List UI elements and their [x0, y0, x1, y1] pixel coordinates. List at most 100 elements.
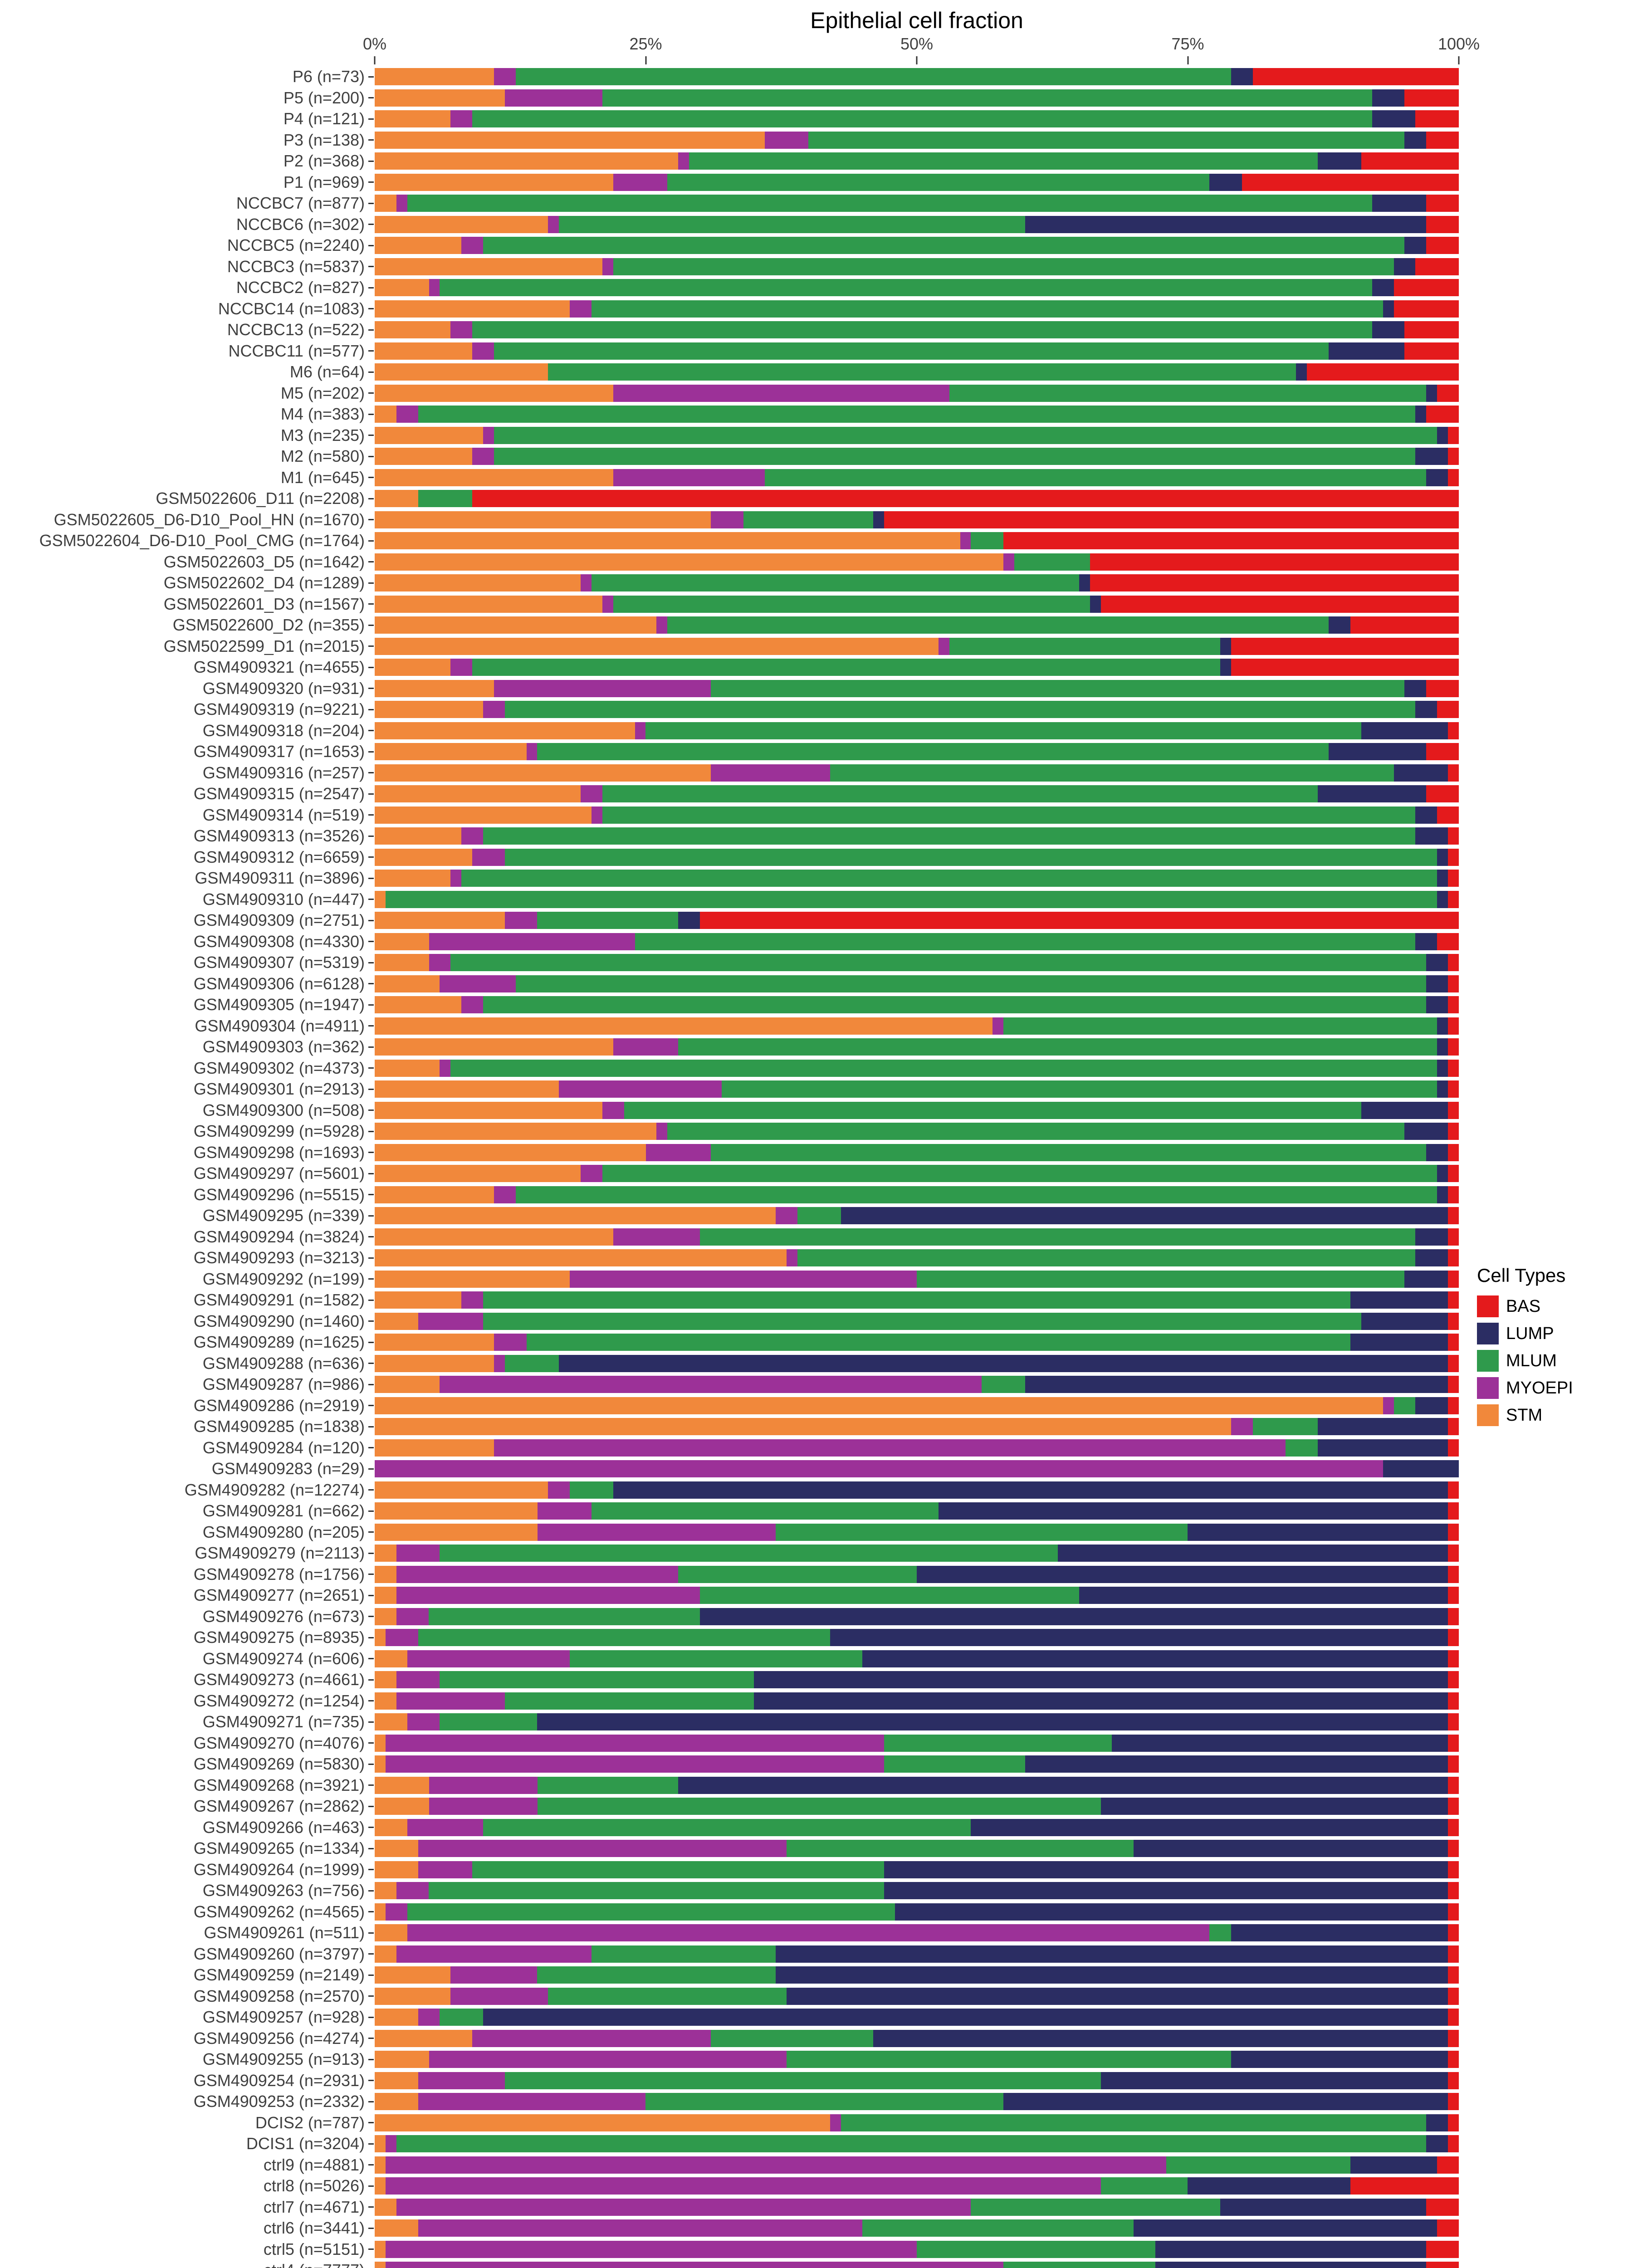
y-tick-mark [368, 1194, 374, 1196]
bar-row: NCCBC7 (n=877) [0, 193, 1459, 214]
row-label: GSM5022602_D4 (n=1289) [163, 573, 365, 592]
bar-segment-stm [375, 490, 418, 508]
bar-row: GSM4909291 (n=1582) [0, 1290, 1459, 1311]
row-label: P2 (n=368) [283, 152, 365, 171]
stacked-bar [375, 1840, 1459, 1857]
row-label: GSM4909254 (n=2931) [193, 2071, 365, 2090]
y-tick-mark [368, 392, 374, 394]
bar-segment-bas [1350, 616, 1459, 634]
bar-segment-bas [1448, 975, 1459, 992]
row-label: GSM4909268 (n=3921) [193, 1775, 365, 1794]
bar-segment-mlum [515, 68, 1232, 86]
bar-segment-stm [375, 595, 602, 613]
bar-segment-myoepi [396, 406, 418, 423]
bar-segment-mlum [667, 616, 1329, 634]
bar-segment-stm [375, 2072, 418, 2089]
bar-segment-mlum [1166, 2156, 1350, 2174]
bar-segment-stm [375, 1354, 494, 1372]
bar-segment-mlum [613, 595, 1090, 613]
y-tick-mark [368, 350, 374, 352]
stacked-bar [375, 406, 1459, 423]
stacked-bar [375, 1587, 1459, 1604]
stacked-bar [375, 1882, 1459, 1900]
bar-segment-bas [1426, 785, 1459, 803]
stacked-bar [375, 2240, 1459, 2258]
row-label: M5 (n=202) [280, 383, 365, 402]
bar-segment-mlum [440, 2009, 483, 2026]
bar-segment-mlum [494, 426, 1437, 444]
stacked-bar [375, 912, 1459, 929]
bar-segment-lump [1415, 406, 1427, 423]
stacked-bar [375, 1334, 1459, 1351]
bar-segment-lump [1437, 1038, 1448, 1056]
bar-segment-myoepi [581, 785, 602, 803]
bar-segment-stm [375, 1523, 538, 1541]
row-label: GSM4909272 (n=1254) [193, 1691, 365, 1710]
y-tick-mark [368, 856, 374, 858]
row-label: GSM4909257 (n=928) [202, 2008, 365, 2027]
bar-segment-bas [1437, 701, 1459, 719]
bar-segment-stm [375, 616, 657, 634]
bar-segment-stm [375, 469, 613, 486]
bar-segment-mlum [667, 1123, 1405, 1140]
y-tick-mark [368, 688, 374, 689]
legend-item: BAS [1477, 1295, 1573, 1317]
bar-row: GSM4909287 (n=986) [0, 1374, 1459, 1395]
bar-segment-stm [375, 1144, 646, 1161]
bar-segment-lump [1415, 1249, 1448, 1267]
bar-row: DCIS1 (n=3204) [0, 2133, 1459, 2155]
bar-segment-stm [375, 553, 1004, 571]
bar-segment-bas [1448, 1186, 1459, 1203]
bar-row: GSM4909320 (n=931) [0, 678, 1459, 699]
bar-row: GSM4909289 (n=1625) [0, 1332, 1459, 1353]
stacked-bar [375, 1481, 1459, 1499]
y-tick-mark [368, 2122, 374, 2124]
bar-row: NCCBC13 (n=522) [0, 319, 1459, 341]
bar-segment-mlum [710, 1144, 1427, 1161]
bar-segment-stm [375, 68, 494, 86]
bar-segment-lump [1101, 2072, 1448, 2089]
bar-segment-myoepi [526, 743, 538, 761]
bar-segment-bas [1448, 1692, 1459, 1710]
bar-segment-stm [375, 300, 570, 318]
bar-segment-bas [1404, 342, 1459, 360]
bar-segment-stm [375, 110, 451, 128]
stacked-bar [375, 110, 1459, 128]
bar-segment-stm [375, 1186, 494, 1203]
bar-segment-bas [1448, 1502, 1459, 1520]
row-label: GSM4909277 (n=2651) [193, 1586, 365, 1605]
bar-segment-lump [1426, 384, 1437, 402]
row-label: GSM4909320 (n=931) [202, 679, 365, 698]
bar-segment-mlum [1209, 1924, 1232, 1942]
bar-segment-myoepi [450, 1987, 548, 2005]
row-label: P3 (n=138) [283, 130, 365, 149]
bar-segment-lump [1415, 806, 1437, 824]
legend-swatch-lump [1477, 1323, 1499, 1344]
row-label: GSM4909275 (n=8935) [193, 1628, 365, 1647]
row-label: GSM4909283 (n=29) [211, 1459, 365, 1478]
bar-segment-myoepi [504, 89, 602, 107]
bar-segment-mlum [884, 1734, 1112, 1752]
y-tick-mark [368, 498, 374, 499]
stacked-bar [375, 996, 1459, 1014]
row-label: GSM4909290 (n=1460) [193, 1311, 365, 1330]
bar-segment-lump [1415, 701, 1437, 719]
bar-segment-mlum [949, 637, 1221, 655]
bar-segment-bas [1448, 1334, 1459, 1351]
bar-segment-lump [1404, 237, 1427, 254]
bar-segment-bas [1448, 1481, 1459, 1499]
row-label: NCCBC2 (n=827) [236, 278, 365, 297]
bar-segment-mlum [678, 1038, 1437, 1056]
y-tick-mark [368, 983, 374, 985]
bar-segment-bas [1448, 1903, 1459, 1921]
stacked-bar [375, 1059, 1459, 1077]
y-tick-mark [368, 455, 374, 457]
bar-segment-mlum [982, 1376, 1025, 1393]
y-tick-mark [368, 1257, 374, 1259]
bar-segment-mlum [526, 1334, 1350, 1351]
legend-swatch-stm [1477, 1404, 1499, 1426]
y-tick-mark [368, 1742, 374, 1744]
bar-segment-myoepi [613, 1228, 700, 1246]
y-tick-mark [368, 1869, 374, 1871]
bar-segment-stm [375, 1502, 538, 1520]
